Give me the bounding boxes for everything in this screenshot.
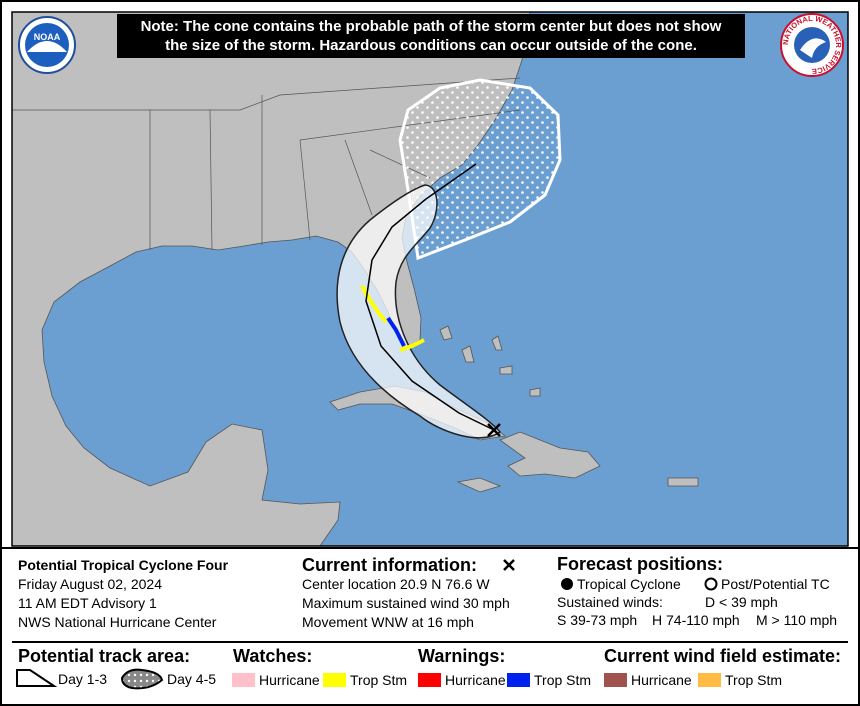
storm-info: 11 AM EDT Advisory 1 [18, 595, 157, 611]
legend-item: Hurricane [445, 672, 506, 688]
land-jamaica [456, 477, 502, 493]
note-line: the size of the storm. Hazardous conditi… [165, 37, 697, 54]
legend-item: Hurricane [259, 672, 320, 688]
swatch [604, 673, 627, 687]
track-line [365, 163, 495, 431]
watches-title: Watches: [233, 646, 312, 666]
cone-day-1-3 [336, 184, 502, 439]
x-mark [487, 423, 501, 437]
legend-item: Day 4-5 [167, 671, 216, 687]
current-position [487, 423, 501, 437]
legend-item: Tropical Cyclone [577, 576, 681, 592]
land-puerto-rico [667, 477, 699, 487]
map-border [11, 11, 849, 547]
note-box [117, 14, 745, 58]
trop-storm-watch [360, 285, 425, 352]
current-title: Current information: [302, 555, 477, 575]
current-icon [503, 559, 515, 571]
legend-item: Trop Stm [534, 672, 591, 688]
land-bahamas [439, 325, 541, 397]
swatch [323, 673, 346, 687]
swatch [507, 673, 530, 687]
legend-item: Hurricane [631, 672, 692, 688]
tc-icon [561, 578, 573, 590]
warnings-title: Warnings: [418, 646, 505, 666]
noaa-logo: NOAA [18, 16, 76, 74]
legend-item: S 39-73 mph [557, 612, 637, 628]
legend-item: Day 1-3 [58, 671, 107, 687]
land-hispaniola [499, 431, 601, 479]
storm-info: Friday August 02, 2024 [18, 576, 162, 592]
day-4-5-icon [120, 668, 164, 690]
track-area-title: Potential track area: [18, 646, 190, 666]
legend-item: Trop Stm [350, 672, 407, 688]
logo-bird [27, 41, 67, 52]
legend-item: Post/Potential TC [721, 576, 830, 592]
current-info: Movement WNW at 16 mph [302, 614, 474, 630]
legend-item: D < 39 mph [705, 594, 778, 610]
trop-storm-warning [386, 316, 406, 347]
x-mark [503, 559, 515, 571]
wind-field-title: Current wind field estimate: [604, 646, 841, 666]
swatch [698, 673, 721, 687]
current-info: Center location 20.9 N 76.6 W [302, 576, 490, 592]
swatch [418, 673, 441, 687]
legend-item: Sustained winds: [557, 594, 663, 610]
map [12, 12, 848, 546]
current-info: Maximum sustained wind 30 mph [302, 595, 510, 611]
day-1-3-icon [16, 669, 58, 687]
nws-logo: NATIONAL WEATHER SERVICE [780, 13, 844, 77]
note-line: Note: The cone contains the probable pat… [141, 18, 722, 35]
logo-text: NOAA [34, 32, 61, 42]
cone-day-4-5 [398, 78, 562, 261]
storm-name: Potential Tropical Cyclone Four [18, 557, 229, 573]
post-tc-icon [704, 577, 718, 591]
legend-item: M > 110 mph [756, 612, 837, 628]
swatch [232, 673, 255, 687]
storm-info: NWS National Hurricane Center [18, 614, 217, 630]
legend-item: Trop Stm [725, 672, 782, 688]
forecast-title: Forecast positions: [557, 554, 723, 574]
logo-cloud [800, 38, 826, 58]
legend-item: H 74-110 mph [652, 612, 740, 628]
